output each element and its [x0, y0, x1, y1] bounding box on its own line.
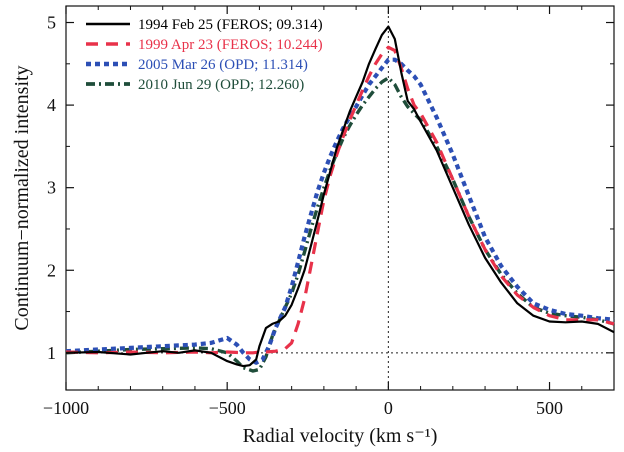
- x-tick-label: −500: [209, 398, 246, 418]
- series-line: [65, 45, 615, 355]
- legend: 1994 Feb 25 (FEROS; 09.314) 1999 Apr 23 (…: [86, 17, 323, 93]
- legend-label: 2005 Mar 26 (OPD; 11.314): [138, 57, 308, 73]
- y-tick-label: 5: [47, 13, 56, 33]
- series-layer: [65, 25, 615, 373]
- y-tick-label: 4: [47, 95, 56, 115]
- x-tick-label: 0: [384, 398, 393, 418]
- y-tick-label: 1: [47, 343, 56, 363]
- series-line: [65, 76, 615, 373]
- y-tick-label: 2: [47, 260, 56, 280]
- legend-label: 2010 Jun 29 (OPD; 12.260): [138, 77, 304, 93]
- x-tick-label: −1000: [43, 398, 89, 418]
- x-tick-label: 500: [536, 398, 563, 418]
- legend-label: 1999 Apr 23 (FEROS; 10.244): [138, 37, 323, 53]
- plot-frame: [65, 5, 615, 391]
- y-axis: 1 2 3 4 5: [47, 13, 614, 363]
- x-axis-label: Radial velocity (km s⁻¹): [243, 425, 438, 447]
- series-line: [65, 57, 615, 365]
- y-tick-label: 3: [47, 178, 56, 198]
- legend-label: 1994 Feb 25 (FEROS; 09.314): [138, 17, 323, 33]
- y-axis-label: Continuum−normalized intensity: [11, 65, 33, 330]
- series-line: [65, 25, 615, 368]
- x-axis: −1000 −500 0 500: [43, 6, 615, 418]
